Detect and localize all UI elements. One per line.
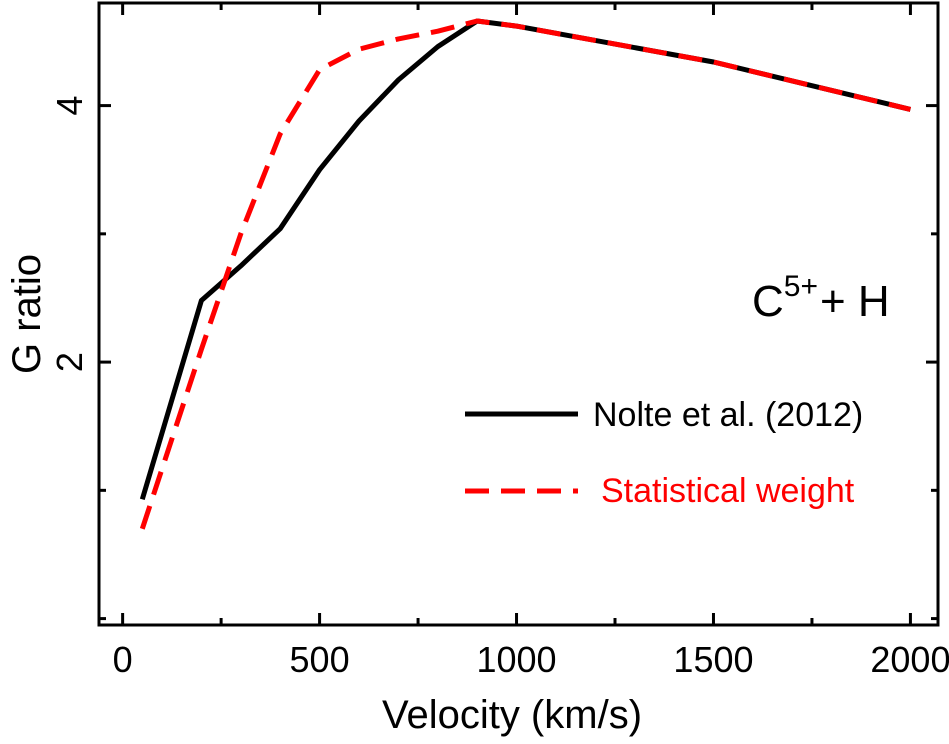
series-line-statistical-weight: [139, 18, 911, 530]
x-tick-label: 2000: [870, 639, 949, 680]
annotation-superscript: 5+: [784, 270, 818, 303]
x-tick-label: 1500: [673, 639, 753, 680]
annotation-c5-plus-h: C5++ H: [752, 270, 890, 326]
legend-label-statistical: Statistical weight: [601, 472, 855, 510]
svg-text:C5++ H: C5++ H: [752, 270, 890, 326]
legend-label-nolte: Nolte et al. (2012): [593, 396, 863, 434]
x-tick-label: 500: [290, 639, 350, 680]
tick-labels: 0 500 1000 1500 2000 2 4: [49, 96, 949, 680]
y-axis-title: G ratio: [5, 254, 49, 374]
legend: Nolte et al. (2012) Statistical weight: [465, 396, 863, 510]
annotation-suffix: + H: [820, 277, 890, 326]
x-tick-label: 1000: [476, 639, 556, 680]
y-tick-label: 4: [49, 96, 90, 116]
annotation-base: C: [752, 277, 784, 326]
series-layer: [139, 18, 911, 530]
y-tick-label: 2: [49, 352, 90, 372]
x-tick-label: 0: [113, 639, 133, 680]
x-axis-title: Velocity (km/s): [382, 693, 642, 737]
ticks: [99, 3, 938, 625]
plot-frame: [97, 1, 940, 627]
